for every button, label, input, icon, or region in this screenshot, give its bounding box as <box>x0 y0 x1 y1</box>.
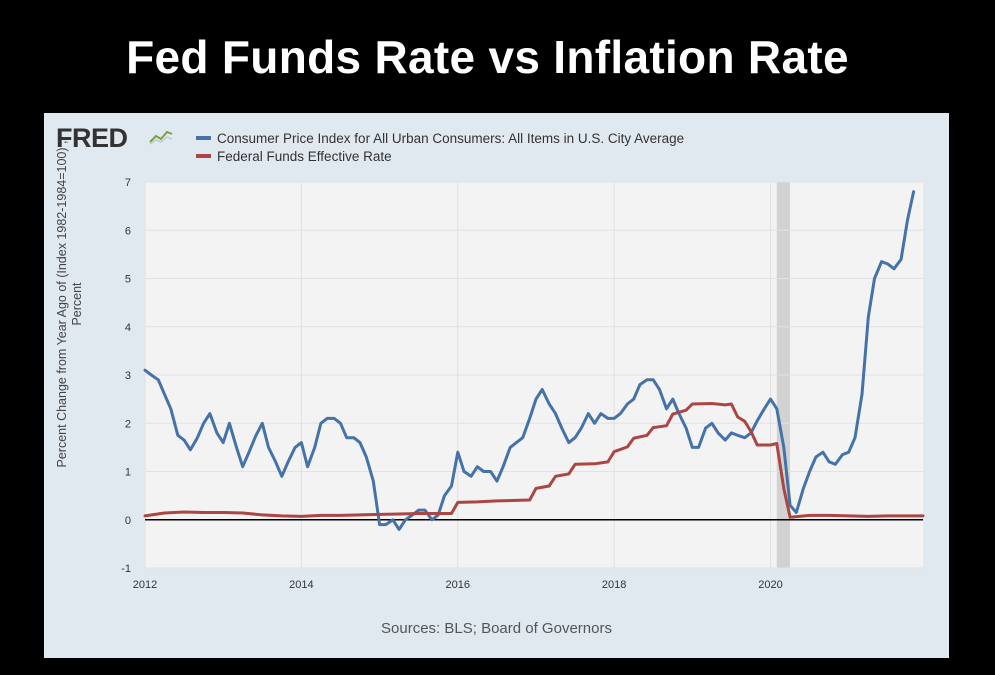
legend-label-cpi: Consumer Price Index for All Urban Consu… <box>217 130 685 146</box>
x-tick-label: 2012 <box>133 579 157 591</box>
x-tick-label: 2020 <box>758 579 782 591</box>
cpi-series-line <box>143 190 916 531</box>
y-axis-label-line-1: Percent Change from Year Ago of (Index 1… <box>55 140 69 468</box>
line-chart: -1 0 1 2 3 4 5 6 7 2012 2014 2016 2018 2020 <box>121 177 925 591</box>
y-tick-label: -1 <box>121 563 131 575</box>
y-axis-label-line-2: Percent <box>70 282 84 326</box>
chart-legend: Consumer Price Index for All Urban Consu… <box>196 129 684 165</box>
legend-label-fedfunds: Federal Funds Effective Rate <box>217 148 392 164</box>
x-tick-label: 2016 <box>446 579 470 591</box>
fred-logo-graph-icon <box>148 127 174 145</box>
x-tick-label: 2018 <box>602 579 626 591</box>
x-tick-label: 2014 <box>289 579 313 591</box>
slide-title: Fed Funds Rate vs Inflation Rate <box>126 31 849 83</box>
legend-swatch-fedfunds <box>196 154 211 158</box>
legend-item-cpi: Consumer Price Index for All Urban Consu… <box>196 129 684 147</box>
legend-item-fedfunds: Federal Funds Effective Rate <box>196 147 684 165</box>
y-tick-label: 1 <box>125 467 131 479</box>
y-tick-label: 0 <box>125 515 131 527</box>
fedfunds-series-line <box>143 402 925 519</box>
chart-source: Sources: BLS; Board of Governors <box>381 620 612 637</box>
y-tick-label: 7 <box>125 177 131 189</box>
fred-logo: FRED <box>56 123 128 153</box>
y-tick-label: 5 <box>125 274 131 286</box>
y-tick-label: 4 <box>125 322 131 334</box>
legend-swatch-cpi <box>196 136 211 140</box>
chart-panel: FRED Consumer Price Index for All Urban … <box>44 113 949 658</box>
y-tick-label: 2 <box>125 418 131 430</box>
y-tick-label: 6 <box>125 225 131 237</box>
y-tick-label: 3 <box>125 370 131 382</box>
